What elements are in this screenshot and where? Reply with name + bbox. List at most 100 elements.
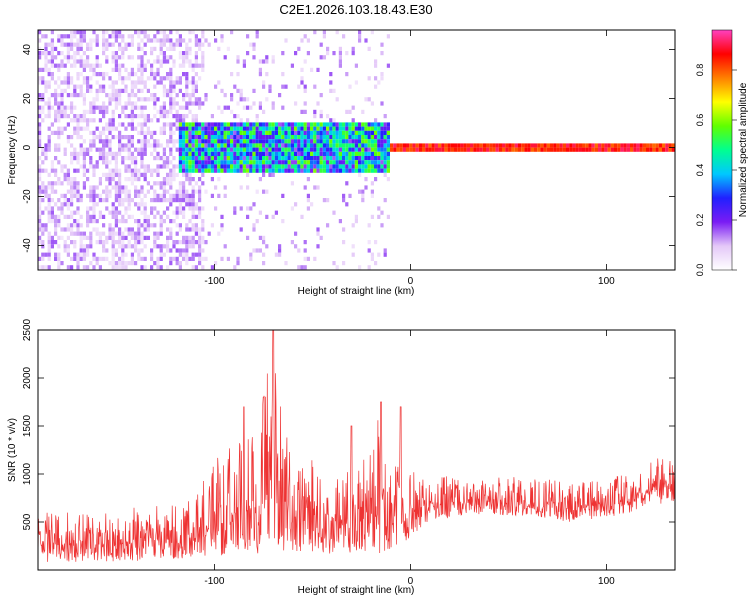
spectrogram-cell: [338, 63, 342, 68]
spectrogram-cell: [172, 101, 176, 106]
spectrogram-cell: [156, 172, 160, 177]
spectrogram-cell: [668, 143, 672, 148]
spectrogram-cell: [92, 105, 96, 110]
spectrogram-cell: [194, 114, 198, 119]
spectrogram-cell: [166, 59, 170, 64]
spectrogram-cell: [38, 76, 42, 81]
spectrogram-cell: [201, 219, 205, 224]
spectrogram-cell: [185, 151, 189, 156]
spectrogram-cell: [130, 227, 134, 232]
spectrogram-cell: [377, 122, 381, 127]
spectrogram-cell: [127, 143, 131, 148]
spectrogram-cell: [140, 38, 144, 43]
spectrogram-cell: [89, 231, 93, 236]
spectrogram-cell: [223, 135, 227, 140]
spectrogram-cell: [217, 130, 221, 135]
spectrogram-cell: [396, 147, 400, 152]
spectrogram-cell: [172, 46, 176, 51]
spectrogram-cell: [223, 151, 227, 156]
spectrogram-cell: [118, 181, 122, 186]
spectrogram-cell: [76, 135, 80, 140]
spectrogram-cell: [124, 219, 128, 224]
spectrogram-cell: [98, 256, 102, 261]
spectrogram-cell: [169, 67, 173, 72]
spectrogram-cell: [204, 160, 208, 165]
spectrogram-cell: [271, 160, 275, 165]
spectrogram-cell: [665, 147, 669, 152]
spectrogram-cell: [73, 240, 77, 245]
spectrogram-cell: [268, 126, 272, 131]
spectrogram-cell: [351, 147, 355, 152]
spectrogram-cell: [198, 151, 202, 156]
spectrogram-cell: [150, 185, 154, 190]
spectrogram-cell: [242, 168, 246, 173]
spectrogram-cell: [370, 156, 374, 161]
spectrogram-cell: [185, 198, 189, 203]
spectrogram-cell: [262, 122, 266, 127]
spectrogram-cell: [41, 265, 45, 270]
spectrogram-cell: [230, 156, 234, 161]
spectrogram-cell: [268, 130, 272, 135]
spectrogram-cell: [338, 126, 342, 131]
spectrogram-cell: [41, 151, 45, 156]
spectrogram-cell: [322, 139, 326, 144]
spectrogram-cell: [73, 130, 77, 135]
spectrogram-cell: [310, 130, 314, 135]
spectrogram-cell: [92, 189, 96, 194]
spectrogram-cell: [198, 206, 202, 211]
spectrogram-cell: [303, 34, 307, 39]
spectrogram-cell: [114, 97, 118, 102]
spectrogram-cell: [140, 151, 144, 156]
spectrogram-cell: [79, 38, 83, 43]
spectrogram-cell: [82, 244, 86, 249]
spectrogram-cell: [92, 67, 96, 72]
spectrogram-cell: [351, 130, 355, 135]
spectrogram-cell: [185, 223, 189, 228]
colorbar-tick-label: 0.0: [695, 264, 705, 277]
spectrogram-cell: [185, 42, 189, 47]
spectrogram-cell: [383, 248, 387, 253]
spectrogram-cell: [383, 130, 387, 135]
spectrogram-cell: [172, 168, 176, 173]
spectrogram-cell: [140, 223, 144, 228]
spectrogram-cell: [239, 151, 243, 156]
spectrogram-cell: [249, 126, 253, 131]
spectrogram-cell: [166, 189, 170, 194]
spectrogram-cell: [345, 160, 349, 165]
spectrogram-cell: [217, 168, 221, 173]
spectrogram-cell: [252, 122, 256, 127]
spectrogram-cell: [329, 151, 333, 156]
spectrogram-cell: [105, 105, 109, 110]
spectrogram-cell: [178, 135, 182, 140]
spectrogram-cell: [92, 135, 96, 140]
spectrogram-cell: [329, 80, 333, 85]
spectrogram-cell: [124, 177, 128, 182]
spectrogram-cell: [102, 42, 106, 47]
spectrogram-cell: [70, 135, 74, 140]
spectrogram-cell: [178, 181, 182, 186]
spectrogram-cell: [140, 67, 144, 72]
spectrogram-cell: [383, 168, 387, 173]
spectrogram-cell: [194, 72, 198, 77]
spectrogram-ytick-label: -20: [22, 189, 33, 204]
spectrogram-cell: [95, 34, 99, 39]
spectrogram-cell: [316, 130, 320, 135]
spectrogram-cell: [511, 147, 515, 152]
spectrogram-cell: [143, 168, 147, 173]
spectrogram-cell: [63, 202, 67, 207]
spectrogram-cell: [140, 55, 144, 60]
spectrogram-cell: [70, 227, 74, 232]
spectrogram-cell: [543, 147, 547, 152]
spectrogram-cell: [95, 63, 99, 68]
spectrogram-cell: [210, 156, 214, 161]
spectrogram-cell: [118, 198, 122, 203]
spectrogram-cell: [290, 139, 294, 144]
spectrogram-cell: [242, 151, 246, 156]
spectrogram-cell: [194, 139, 198, 144]
spectrogram-cell: [108, 147, 112, 152]
spectrogram-cell: [82, 168, 86, 173]
spectrogram-cell: [322, 126, 326, 131]
spectrogram-cell: [102, 198, 106, 203]
spectrogram-cell: [140, 160, 144, 165]
